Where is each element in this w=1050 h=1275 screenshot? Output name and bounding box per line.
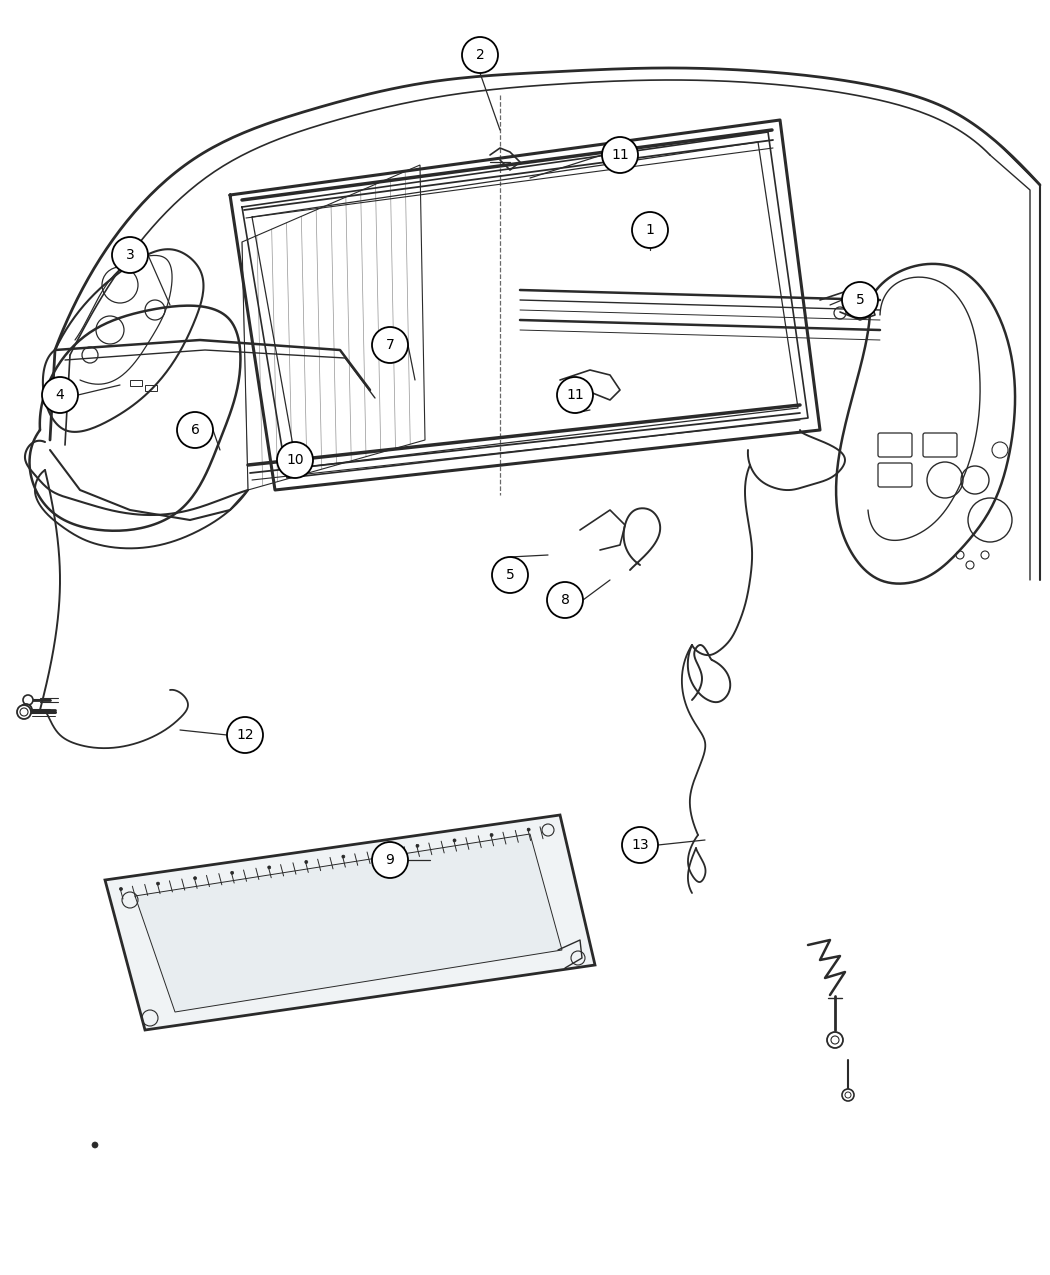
Circle shape — [120, 887, 123, 890]
Circle shape — [632, 212, 668, 249]
Circle shape — [416, 844, 419, 848]
Circle shape — [112, 237, 148, 273]
Polygon shape — [135, 834, 562, 1012]
Circle shape — [379, 849, 382, 853]
Circle shape — [268, 866, 271, 868]
Circle shape — [372, 842, 408, 878]
Circle shape — [227, 717, 262, 754]
Circle shape — [622, 827, 658, 863]
Text: 2: 2 — [476, 48, 484, 62]
Circle shape — [23, 695, 33, 705]
Circle shape — [827, 1031, 843, 1048]
Circle shape — [490, 834, 493, 836]
Circle shape — [42, 377, 78, 413]
Circle shape — [156, 882, 160, 885]
Text: 8: 8 — [561, 593, 569, 607]
Text: 13: 13 — [631, 838, 649, 852]
Text: 1: 1 — [646, 223, 654, 237]
Text: 10: 10 — [287, 453, 303, 467]
Circle shape — [20, 704, 32, 717]
Text: 11: 11 — [611, 148, 629, 162]
Circle shape — [193, 877, 196, 880]
Text: 4: 4 — [56, 388, 64, 402]
Bar — [130, 380, 142, 386]
Circle shape — [842, 282, 878, 317]
Text: 12: 12 — [236, 728, 254, 742]
Circle shape — [602, 136, 638, 173]
Circle shape — [342, 856, 344, 858]
Circle shape — [453, 839, 456, 842]
Bar — [145, 385, 158, 391]
Circle shape — [177, 412, 213, 448]
Circle shape — [492, 557, 528, 593]
Circle shape — [372, 326, 408, 363]
Text: 5: 5 — [856, 293, 864, 307]
Circle shape — [462, 37, 498, 73]
Circle shape — [231, 871, 234, 875]
Text: 6: 6 — [190, 423, 200, 437]
Text: 11: 11 — [566, 388, 584, 402]
Circle shape — [277, 442, 313, 478]
Circle shape — [556, 377, 593, 413]
Text: 9: 9 — [385, 853, 395, 867]
Circle shape — [304, 861, 308, 863]
Text: 5: 5 — [506, 567, 514, 581]
Circle shape — [547, 581, 583, 618]
Circle shape — [527, 827, 530, 831]
Polygon shape — [105, 815, 595, 1030]
Text: 3: 3 — [126, 249, 134, 261]
Circle shape — [92, 1142, 98, 1148]
Text: 7: 7 — [385, 338, 395, 352]
Circle shape — [842, 1089, 854, 1102]
Circle shape — [17, 705, 32, 719]
